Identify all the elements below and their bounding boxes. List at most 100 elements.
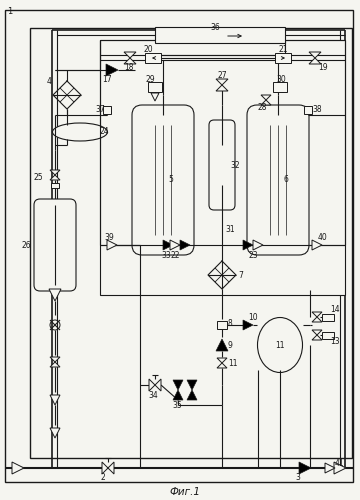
Text: 11: 11 [228, 358, 238, 368]
Bar [30, 28, 352, 458]
Polygon shape [155, 379, 161, 391]
Text: 13: 13 [330, 338, 339, 346]
Polygon shape [309, 52, 321, 58]
FancyBboxPatch shape [34, 199, 76, 291]
Text: 28: 28 [258, 104, 267, 112]
Text: 36: 36 [210, 24, 220, 32]
Text: 30: 30 [276, 76, 286, 84]
Text: 31: 31 [225, 226, 235, 234]
Polygon shape [124, 52, 136, 58]
Text: 17: 17 [102, 76, 112, 84]
Text: 21: 21 [278, 46, 288, 54]
Text: 23: 23 [248, 250, 258, 260]
Polygon shape [312, 317, 322, 322]
Polygon shape [312, 330, 322, 335]
FancyBboxPatch shape [132, 105, 194, 255]
Polygon shape [253, 240, 263, 250]
Bar [322, 332, 334, 338]
Polygon shape [50, 170, 60, 175]
Text: 5: 5 [168, 176, 173, 184]
Text: 4: 4 [47, 78, 52, 86]
Polygon shape [299, 462, 311, 474]
Polygon shape [107, 240, 117, 250]
Bar [103, 106, 111, 114]
Text: 38: 38 [312, 106, 321, 114]
Polygon shape [173, 390, 183, 400]
Polygon shape [217, 363, 227, 368]
Text: 39: 39 [104, 234, 114, 242]
Text: 32: 32 [230, 160, 240, 170]
Polygon shape [312, 335, 322, 340]
Bar [275, 53, 291, 63]
Polygon shape [124, 58, 136, 64]
Polygon shape [312, 312, 322, 317]
Ellipse shape [257, 318, 302, 372]
Polygon shape [173, 380, 183, 390]
Polygon shape [50, 357, 60, 362]
Polygon shape [50, 428, 60, 438]
FancyBboxPatch shape [209, 120, 235, 210]
Polygon shape [50, 362, 60, 367]
Polygon shape [334, 462, 346, 474]
Polygon shape [312, 240, 322, 250]
Polygon shape [309, 58, 321, 64]
Text: 33: 33 [161, 250, 171, 260]
Text: 40: 40 [318, 234, 328, 242]
Polygon shape [325, 463, 335, 473]
Text: 11: 11 [275, 340, 285, 349]
Bar [304, 106, 312, 114]
Text: 1: 1 [7, 8, 12, 16]
Polygon shape [151, 93, 159, 101]
Ellipse shape [53, 123, 108, 141]
Polygon shape [102, 462, 108, 474]
FancyBboxPatch shape [247, 105, 309, 255]
Polygon shape [216, 85, 228, 91]
Bar [100, 40, 345, 295]
Bar [145, 53, 161, 63]
Text: 37: 37 [95, 106, 105, 114]
Text: 27: 27 [218, 70, 228, 80]
Text: 34: 34 [148, 390, 158, 400]
Polygon shape [163, 240, 173, 250]
Bar [148, 82, 162, 92]
Polygon shape [149, 379, 155, 391]
Polygon shape [216, 79, 228, 85]
Text: 18: 18 [124, 64, 134, 72]
Polygon shape [50, 395, 60, 405]
Text: 2: 2 [101, 472, 105, 482]
Polygon shape [217, 358, 227, 363]
Text: 10: 10 [248, 312, 258, 322]
Polygon shape [261, 100, 271, 105]
Text: 22: 22 [170, 250, 180, 260]
Text: 35: 35 [172, 400, 182, 409]
Polygon shape [12, 462, 24, 474]
Text: 9: 9 [228, 340, 233, 349]
Text: 25: 25 [33, 172, 42, 182]
Bar [155, 27, 285, 43]
Text: 6: 6 [283, 176, 288, 184]
Polygon shape [49, 289, 61, 301]
Text: 24: 24 [100, 128, 110, 136]
Polygon shape [108, 462, 114, 474]
Polygon shape [243, 320, 253, 330]
Text: 14: 14 [330, 304, 339, 314]
Polygon shape [216, 339, 228, 351]
Text: Фиг.1: Фиг.1 [170, 487, 201, 497]
Text: 26: 26 [22, 240, 32, 250]
Polygon shape [187, 390, 197, 400]
Bar [273, 82, 287, 92]
Text: 7: 7 [238, 270, 243, 280]
Polygon shape [187, 380, 197, 390]
Bar [322, 314, 334, 320]
Text: 19: 19 [318, 64, 328, 72]
Polygon shape [170, 240, 180, 250]
Text: 41: 41 [335, 458, 345, 468]
Text: 8: 8 [228, 318, 233, 328]
Polygon shape [243, 240, 253, 250]
Bar [217, 321, 227, 329]
Polygon shape [261, 95, 271, 100]
Bar [51, 182, 59, 188]
Polygon shape [180, 240, 190, 250]
Text: 3: 3 [296, 472, 301, 482]
Polygon shape [106, 64, 118, 76]
